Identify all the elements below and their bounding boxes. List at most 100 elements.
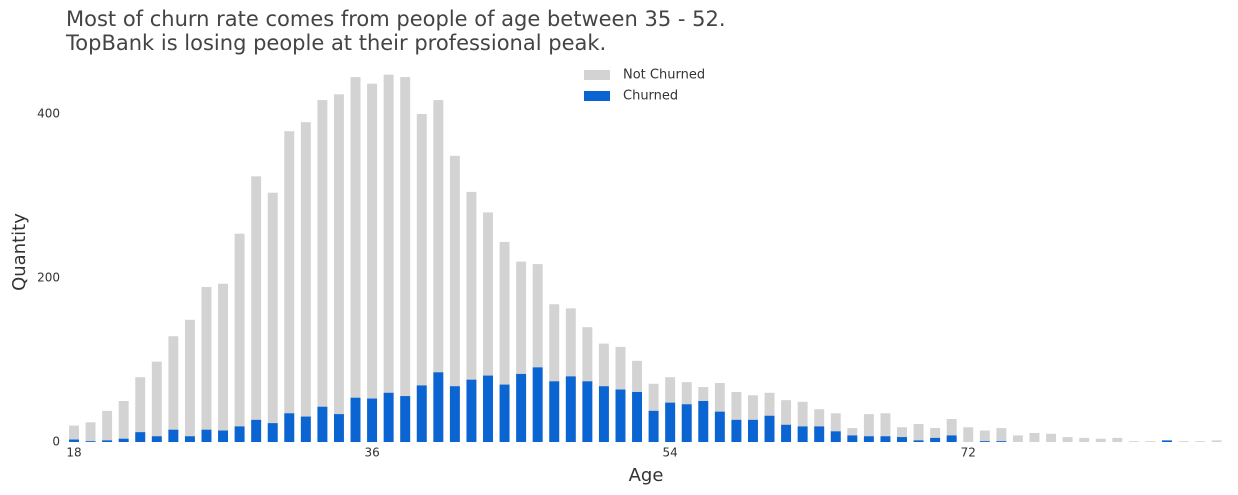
bar	[1095, 438, 1106, 442]
bar	[1079, 437, 1090, 442]
bar	[367, 83, 378, 442]
bar	[499, 241, 510, 442]
bar	[317, 100, 328, 442]
bar	[350, 77, 361, 442]
bar	[234, 426, 245, 442]
bar	[135, 432, 146, 442]
bar	[118, 438, 129, 442]
bar	[681, 404, 692, 442]
bar	[797, 426, 808, 442]
y-tick-label: 400	[37, 107, 60, 121]
bar	[731, 391, 742, 442]
bar	[333, 94, 344, 442]
bar	[946, 419, 957, 442]
legend-label: Churned	[623, 89, 678, 104]
bar	[350, 397, 361, 442]
bar	[781, 400, 792, 442]
y-tick-label: 200	[37, 271, 60, 285]
bar	[847, 428, 858, 442]
bar	[184, 319, 195, 442]
bar	[946, 435, 957, 442]
bar	[714, 411, 725, 442]
bar	[565, 308, 576, 442]
bar	[251, 176, 262, 442]
bar	[1145, 441, 1156, 442]
bar	[764, 415, 775, 442]
bar	[284, 131, 295, 442]
bar	[698, 401, 709, 442]
bar	[830, 431, 841, 442]
bar	[1195, 441, 1206, 442]
bar	[615, 389, 626, 442]
bar	[201, 287, 212, 442]
bar	[168, 429, 179, 442]
bar	[201, 429, 212, 442]
bar	[416, 385, 427, 442]
x-axis-label: Age	[629, 465, 664, 486]
bar	[483, 212, 493, 442]
bar	[863, 436, 874, 442]
bar	[996, 428, 1007, 442]
bar	[731, 419, 742, 442]
bar	[168, 336, 179, 442]
bar	[979, 441, 990, 442]
bar	[184, 436, 195, 442]
bar	[1112, 437, 1123, 442]
bar	[516, 261, 527, 442]
bar	[963, 427, 974, 442]
bar	[930, 437, 941, 442]
bar	[466, 191, 477, 442]
bar	[1178, 441, 1189, 442]
bar	[69, 425, 79, 442]
legend-swatch	[584, 70, 610, 80]
bar	[383, 392, 394, 442]
bar	[747, 419, 758, 442]
bar	[665, 402, 676, 442]
bar	[532, 367, 543, 442]
bar	[1161, 440, 1172, 442]
bar	[1046, 433, 1057, 442]
x-tick-label: 18	[66, 446, 81, 460]
bar	[135, 377, 146, 442]
bar	[151, 361, 162, 442]
bar	[930, 428, 941, 442]
bar	[449, 155, 460, 442]
bar	[598, 386, 609, 442]
legend-swatch	[584, 91, 610, 101]
bar	[632, 391, 643, 442]
bar	[532, 264, 543, 442]
y-tick-label: 0	[52, 435, 60, 449]
bar	[85, 422, 96, 442]
bar	[913, 423, 924, 442]
bar	[897, 427, 907, 442]
legend-label: Not Churned	[623, 68, 705, 83]
bar	[582, 381, 593, 442]
bar	[317, 406, 328, 442]
bar	[466, 379, 477, 442]
bar	[284, 413, 295, 442]
bar	[1128, 441, 1139, 442]
bar	[267, 192, 278, 442]
bar	[118, 401, 129, 442]
bar	[797, 401, 808, 442]
bar	[897, 437, 907, 442]
bar	[449, 386, 460, 442]
bar	[516, 373, 527, 442]
bar	[433, 372, 444, 442]
bar	[880, 413, 891, 442]
bar	[234, 233, 245, 442]
bar	[1012, 435, 1023, 442]
bar	[416, 114, 427, 442]
bar	[300, 416, 311, 442]
bar	[814, 426, 825, 442]
bar	[218, 430, 229, 442]
x-tick-label: 54	[663, 446, 678, 460]
bar	[218, 283, 229, 442]
bar	[549, 381, 560, 442]
bar	[1029, 432, 1040, 442]
bar	[400, 77, 411, 442]
bar	[102, 440, 113, 442]
bar	[267, 423, 278, 442]
bar	[979, 430, 990, 442]
